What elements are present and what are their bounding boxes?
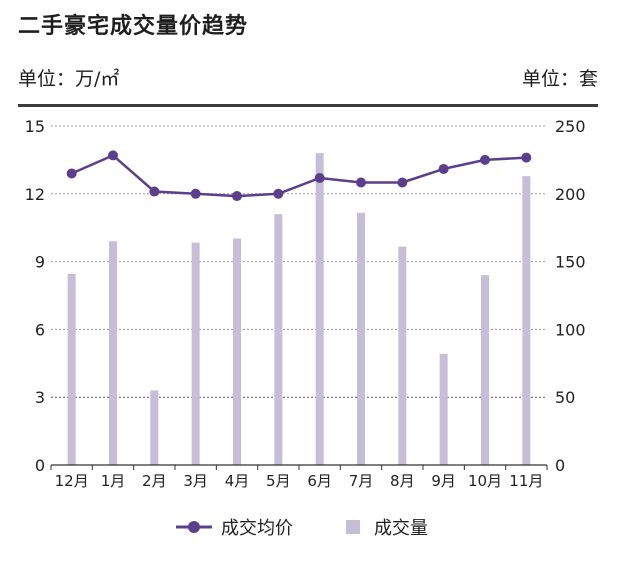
y-right-tick-label: 250 [555,117,586,136]
y-right-tick-label: 100 [555,320,586,339]
x-tick-label: 4月 [225,472,250,490]
x-tick-label: 5月 [266,472,291,490]
x-tick-label: 11月 [509,472,543,490]
y-left-tick-label: 3 [35,388,45,407]
y-left-tick-label: 12 [25,185,45,204]
left-axis-unit: 单位：万/㎡ [18,68,120,90]
y-right-tick-label: 200 [555,185,586,204]
price-point-1月 [108,150,118,161]
y-left-tick-label: 9 [35,253,45,272]
price-point-2月 [149,186,160,197]
bar-5月 [274,214,283,465]
price-point-12月 [66,168,77,179]
price-point-11月 [521,152,532,163]
price-point-10月 [480,154,490,165]
y-right-tick-label: 0 [555,456,565,475]
legend-bar-swatch [346,520,360,534]
bar-7月 [357,212,365,465]
price-point-5月 [273,188,284,199]
x-tick-label: 6月 [307,472,332,490]
x-tick-label: 10月 [468,472,502,490]
x-tick-label: 7月 [349,472,374,490]
price-point-4月 [232,191,242,202]
bar-4月 [233,238,241,465]
price-point-3月 [190,188,201,199]
right-axis-unit: 单位：套 [521,68,598,90]
y-left-tick-label: 6 [35,320,45,339]
bar-2月 [150,390,159,465]
x-tick-label: 8月 [390,472,415,490]
bar-11月 [522,176,531,465]
bar-1月 [109,241,117,465]
x-tick-label: 9月 [431,472,456,490]
legend-label-price: 成交均价 [221,518,293,539]
legend-label-volume: 成交量 [374,518,428,539]
bar-10月 [481,275,489,465]
price-point-8月 [397,177,408,188]
chart-title: 二手豪宅成交量价趋势 [18,14,249,39]
bar-9月 [439,353,448,465]
y-left-tick-label: 15 [25,117,45,136]
y-right-tick-label: 50 [555,388,575,407]
x-tick-label: 12月 [55,472,89,490]
bar-12月 [67,273,76,465]
price-point-6月 [314,172,325,183]
price-line [71,154,527,198]
y-right-tick-label: 150 [555,253,586,272]
x-tick-label: 1月 [101,472,126,490]
legend: 成交均价 成交量 [176,518,428,539]
grid-lines [51,125,547,398]
x-tick-label: 3月 [183,472,208,490]
bar-series [67,153,531,465]
y-left-tick-label: 0 [35,456,45,475]
bar-8月 [398,246,407,465]
header-divider [18,104,598,107]
bar-6月 [315,153,324,465]
legend-line-marker [188,521,200,533]
price-point-9月 [438,163,449,174]
x-tick-label: 2月 [142,472,167,490]
price-point-7月 [356,177,366,188]
bar-3月 [191,242,200,465]
line-series [66,150,532,202]
